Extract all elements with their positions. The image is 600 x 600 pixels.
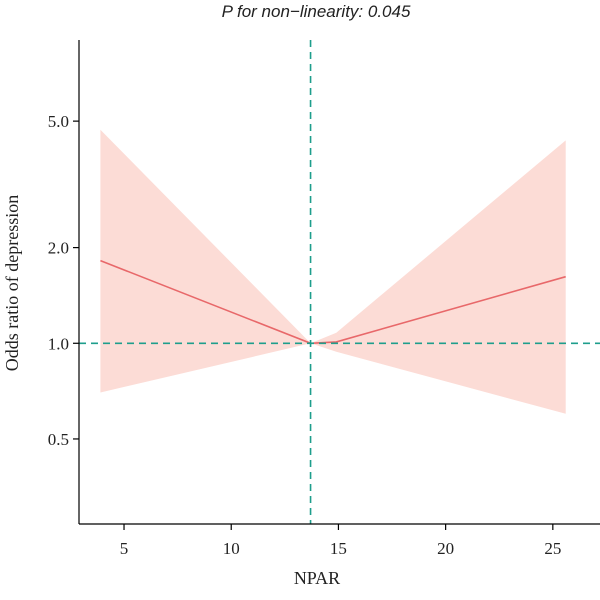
x-tick-label: 15 — [330, 539, 347, 558]
x-tick-label: 5 — [120, 539, 129, 558]
x-tick-label: 20 — [437, 539, 454, 558]
confidence-band — [100, 129, 566, 414]
chart-title: P for non−linearity: 0.045 — [222, 2, 411, 21]
x-axis-label: NPAR — [294, 568, 340, 588]
y-tick-label: 5.0 — [48, 112, 69, 131]
x-tick-label: 10 — [223, 539, 240, 558]
y-tick-label: 2.0 — [48, 239, 69, 258]
y-axis-label: Odds ratio of depression — [2, 195, 22, 371]
y-tick-label: 0.5 — [48, 430, 69, 449]
x-tick-label: 25 — [544, 539, 561, 558]
y-tick-label: 1.0 — [48, 334, 69, 353]
